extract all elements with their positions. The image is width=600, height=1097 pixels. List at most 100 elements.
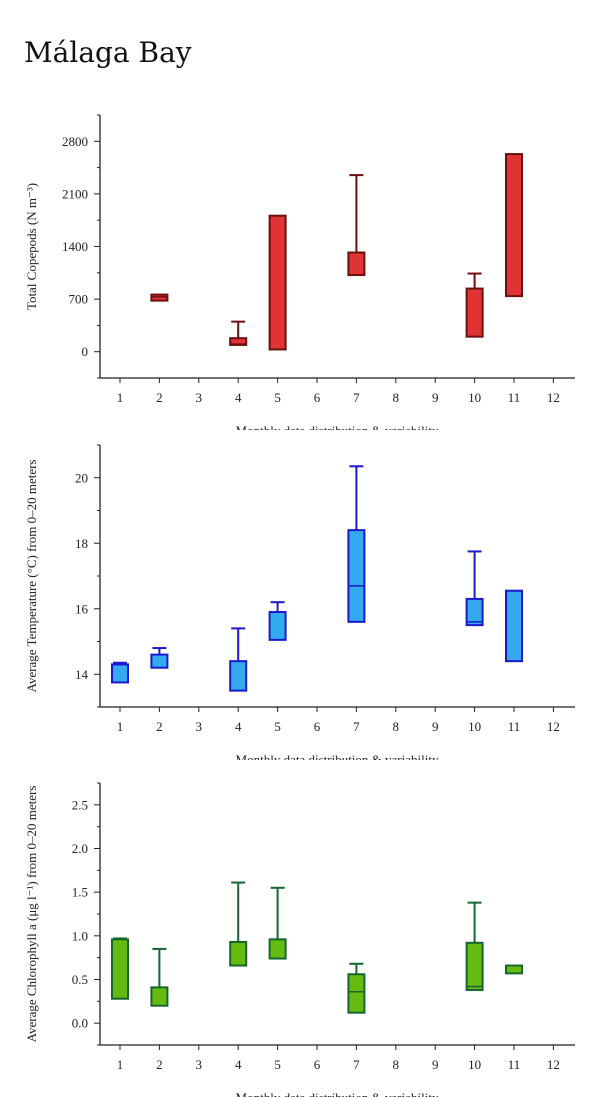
y-tick-label: 14 — [75, 667, 89, 682]
x-tick-label: 8 — [393, 719, 400, 734]
x-tick-label: 3 — [196, 719, 203, 734]
x-tick-label: 10 — [468, 719, 481, 734]
box — [465, 287, 484, 338]
x-tick-label: 11 — [508, 1057, 521, 1072]
y-tick-label: 2.0 — [72, 841, 88, 856]
x-axis-label: Monthly data distribution & variability — [236, 1090, 439, 1097]
box-plot-month-11 — [505, 153, 523, 298]
box — [150, 986, 169, 1007]
y-axis-label: Average Chlorophyll a (μg l⁻¹) from 0–20… — [24, 786, 39, 1043]
x-tick-label: 7 — [353, 1057, 360, 1072]
x-tick-label: 4 — [235, 1057, 242, 1072]
x-tick-label: 5 — [274, 1057, 281, 1072]
box-plot-month-10 — [465, 901, 484, 991]
box — [465, 597, 484, 627]
box-plot-month-10 — [465, 272, 484, 338]
x-tick-label: 8 — [393, 390, 400, 405]
x-tick-label: 10 — [468, 1057, 481, 1072]
box — [229, 940, 248, 967]
x-tick-label: 4 — [235, 390, 242, 405]
x-tick-label: 8 — [393, 1057, 400, 1072]
box-plot-month-10 — [465, 550, 484, 627]
box — [505, 964, 523, 975]
x-axis-label: Monthly data distribution & variability — [236, 752, 439, 760]
x-tick-label: 9 — [432, 719, 439, 734]
box — [268, 938, 287, 960]
x-tick-label: 9 — [432, 390, 439, 405]
x-tick-label: 11 — [508, 719, 521, 734]
box — [347, 973, 366, 1014]
x-tick-label: 5 — [274, 390, 281, 405]
y-tick-label: 2.5 — [72, 797, 88, 812]
box-plot-month-4 — [229, 320, 248, 346]
x-tick-label: 6 — [314, 390, 321, 405]
y-tick-label: 1400 — [62, 239, 88, 254]
x-tick-label: 4 — [235, 719, 242, 734]
y-tick-label: 0.5 — [72, 972, 88, 987]
x-axis-label: Monthly data distribution & variability — [236, 423, 439, 430]
y-tick-label: 18 — [75, 536, 88, 551]
box — [229, 660, 248, 692]
box — [347, 251, 366, 277]
box — [268, 611, 287, 641]
y-tick-label: 2100 — [62, 186, 88, 201]
box-plot-month-2 — [150, 947, 169, 1007]
x-tick-label: 12 — [547, 390, 560, 405]
y-tick-label: 2800 — [62, 134, 88, 149]
y-tick-label: 1.0 — [72, 928, 88, 943]
box-plot-month-4 — [229, 627, 248, 692]
box-plot-month-7 — [347, 465, 366, 623]
x-tick-label: 10 — [468, 390, 481, 405]
x-tick-label: 3 — [196, 1057, 203, 1072]
x-tick-label: 7 — [353, 719, 360, 734]
x-tick-label: 6 — [314, 1057, 321, 1072]
box-plot-month-4 — [229, 881, 248, 967]
box — [150, 293, 169, 302]
x-tick-label: 12 — [547, 719, 560, 734]
box — [111, 938, 129, 1000]
y-axis-label: Total Copepods (N m⁻³) — [24, 183, 39, 310]
x-tick-label: 1 — [117, 719, 124, 734]
box-plot-month-11 — [505, 589, 523, 663]
box — [505, 589, 523, 663]
box — [465, 941, 484, 991]
page-title: Málaga Bay — [24, 36, 192, 69]
y-tick-label: 16 — [75, 601, 89, 616]
x-tick-label: 6 — [314, 719, 321, 734]
box-plot-month-2 — [150, 647, 169, 669]
box-plot-month-1 — [111, 937, 129, 1000]
x-tick-label: 2 — [156, 719, 163, 734]
x-tick-label: 1 — [117, 390, 124, 405]
box-plot-month-1 — [111, 661, 129, 684]
box-plot-month-5 — [268, 214, 287, 351]
y-tick-label: 0.0 — [72, 1016, 88, 1031]
box — [347, 529, 366, 623]
x-tick-label: 1 — [117, 1057, 124, 1072]
x-tick-label: 7 — [353, 390, 360, 405]
y-tick-label: 20 — [75, 470, 88, 485]
x-tick-label: 2 — [156, 1057, 163, 1072]
chlorophyll-chart: 0.00.51.01.52.02.5123456789101112Monthly… — [24, 782, 575, 1097]
x-tick-label: 9 — [432, 1057, 439, 1072]
box — [505, 153, 523, 298]
x-tick-label: 2 — [156, 390, 163, 405]
box-plot-month-11 — [505, 964, 523, 975]
box-plot-month-5 — [268, 886, 287, 960]
box-plot-month-7 — [347, 174, 366, 277]
x-tick-label: 5 — [274, 719, 281, 734]
copepods-chart: 0700140021002800123456789101112Monthly d… — [24, 114, 575, 430]
x-tick-label: 3 — [196, 390, 203, 405]
x-tick-label: 12 — [547, 1057, 560, 1072]
box — [229, 337, 248, 346]
box-plot-month-2 — [150, 293, 169, 302]
box-plot-month-5 — [268, 601, 287, 641]
y-tick-label: 1.5 — [72, 885, 88, 900]
box — [111, 663, 129, 684]
y-tick-label: 0 — [82, 344, 89, 359]
y-axis-label: Average Temperature (°C) from 0–20 meter… — [24, 459, 39, 692]
x-tick-label: 11 — [508, 390, 521, 405]
box — [268, 214, 287, 351]
y-tick-label: 700 — [69, 292, 89, 307]
box — [150, 653, 169, 669]
